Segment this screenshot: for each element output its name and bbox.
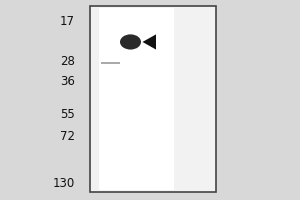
Text: 130: 130	[53, 177, 75, 190]
Text: 36: 36	[60, 75, 75, 88]
Text: 55: 55	[60, 108, 75, 121]
Text: 17: 17	[60, 15, 75, 28]
Text: 28: 28	[60, 55, 75, 68]
Text: 72: 72	[60, 130, 75, 143]
